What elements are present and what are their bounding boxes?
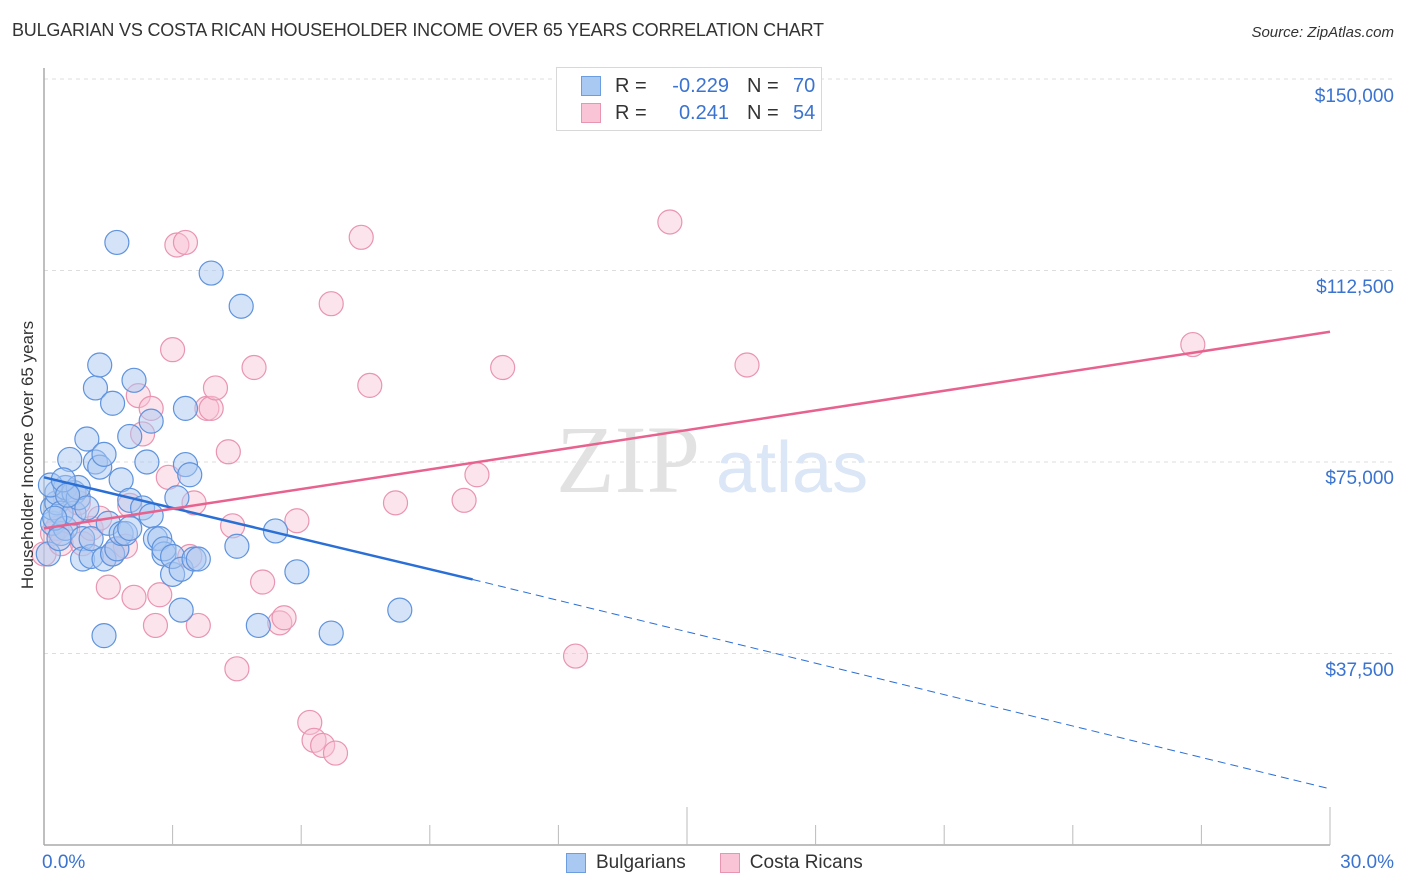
data-point xyxy=(271,605,297,631)
data-point xyxy=(138,408,164,434)
r-value: 0.241 xyxy=(678,101,729,124)
data-point xyxy=(177,462,203,488)
data-point xyxy=(382,490,409,516)
data-point xyxy=(142,612,169,639)
data-point xyxy=(284,559,310,585)
r-value: -0.229 xyxy=(672,74,729,97)
legend-row-costa-ricans: R = 0.241 N = 54 xyxy=(581,101,815,125)
axes xyxy=(43,68,1331,846)
data-point xyxy=(220,513,246,539)
stats-legend: R = -0.229 N = 70 R = 0.241 N = 54 xyxy=(556,67,822,131)
legend-row-bulgarians: R = -0.229 N = 70 xyxy=(581,74,815,98)
source-label: Source: ZipAtlas.com xyxy=(1251,24,1394,41)
n-label: N = xyxy=(747,74,779,97)
data-point xyxy=(262,518,289,544)
bulgarian-points xyxy=(35,229,413,649)
watermark: ZIP atlas xyxy=(556,406,868,513)
data-point xyxy=(734,352,760,378)
data-point xyxy=(74,495,100,521)
legend-label: Bulgarians xyxy=(596,852,686,873)
data-point xyxy=(464,462,490,488)
svg-text:ZIP: ZIP xyxy=(556,406,700,513)
chart-title: BULGARIAN VS COSTA RICAN HOUSEHOLDER INC… xyxy=(12,20,824,40)
data-point xyxy=(160,337,186,363)
data-point xyxy=(78,525,104,552)
data-point xyxy=(250,569,276,595)
y-tick-75000: $75,000 xyxy=(1325,468,1394,489)
data-point xyxy=(301,727,327,753)
data-point xyxy=(172,229,199,256)
n-value: 70 xyxy=(793,74,816,97)
data-point xyxy=(198,260,224,286)
data-point xyxy=(228,293,254,319)
data-point xyxy=(172,395,199,421)
blue-swatch-icon xyxy=(581,76,601,96)
data-point xyxy=(490,354,516,381)
y-tick-150000: $150,000 xyxy=(1314,86,1394,107)
blue-swatch-icon xyxy=(566,853,586,873)
data-point xyxy=(657,209,683,235)
legend-label: Costa Ricans xyxy=(749,852,863,873)
data-point xyxy=(1180,331,1206,358)
data-point xyxy=(185,612,211,639)
data-point xyxy=(310,732,336,759)
data-point xyxy=(147,582,173,608)
data-point xyxy=(318,291,344,317)
bulgarian-trend-line xyxy=(43,476,473,581)
data-point xyxy=(318,620,344,646)
data-point xyxy=(91,441,117,467)
data-point xyxy=(185,546,211,572)
data-point xyxy=(54,482,81,508)
data-point xyxy=(357,372,383,398)
series-legend: Bulgarians Costa Ricans xyxy=(566,852,897,874)
data-point xyxy=(562,643,589,669)
data-point xyxy=(104,229,130,256)
data-point xyxy=(138,503,164,529)
data-point xyxy=(215,439,241,465)
data-point xyxy=(241,354,267,381)
data-point xyxy=(121,367,147,393)
n-label: N = xyxy=(747,101,779,124)
x-tick-min: 0.0% xyxy=(42,852,86,873)
pink-swatch-icon xyxy=(581,103,601,123)
bulgarian-trend-extension xyxy=(472,578,1331,790)
data-point xyxy=(164,232,190,258)
r-label: R = xyxy=(615,74,647,97)
legend-item-bulgarians[interactable]: Bulgarians xyxy=(566,852,686,874)
data-point xyxy=(202,375,229,401)
data-point xyxy=(46,525,72,552)
data-point xyxy=(348,224,374,250)
legend-item-costa-ricans[interactable]: Costa Ricans xyxy=(719,852,863,874)
y-tick-37500: $37,500 xyxy=(1325,660,1394,681)
pink-swatch-icon xyxy=(719,853,740,873)
data-point xyxy=(198,395,224,421)
data-point xyxy=(91,623,117,649)
data-point xyxy=(134,449,160,475)
data-point xyxy=(168,597,194,623)
trend-lines xyxy=(43,330,1331,790)
y-axis-label: Householder Income Over 65 years xyxy=(18,320,37,590)
data-point xyxy=(245,612,271,639)
r-label: R = xyxy=(615,101,647,124)
data-point xyxy=(121,584,147,610)
n-value: 54 xyxy=(793,101,816,124)
data-point xyxy=(284,508,310,534)
data-point xyxy=(451,487,477,513)
x-tick-max: 30.0% xyxy=(1340,852,1394,873)
data-point xyxy=(95,574,121,600)
costa-rican-trend-line xyxy=(43,330,1331,530)
data-point xyxy=(224,656,250,682)
data-point xyxy=(74,426,100,452)
data-point xyxy=(224,533,250,559)
data-point xyxy=(87,352,113,378)
data-point xyxy=(117,515,143,541)
data-point xyxy=(387,597,413,623)
y-tick-112500: $112,500 xyxy=(1316,277,1394,298)
svg-text:atlas: atlas xyxy=(716,428,868,508)
data-point xyxy=(117,423,143,450)
data-point xyxy=(322,740,349,766)
data-point xyxy=(99,390,126,416)
